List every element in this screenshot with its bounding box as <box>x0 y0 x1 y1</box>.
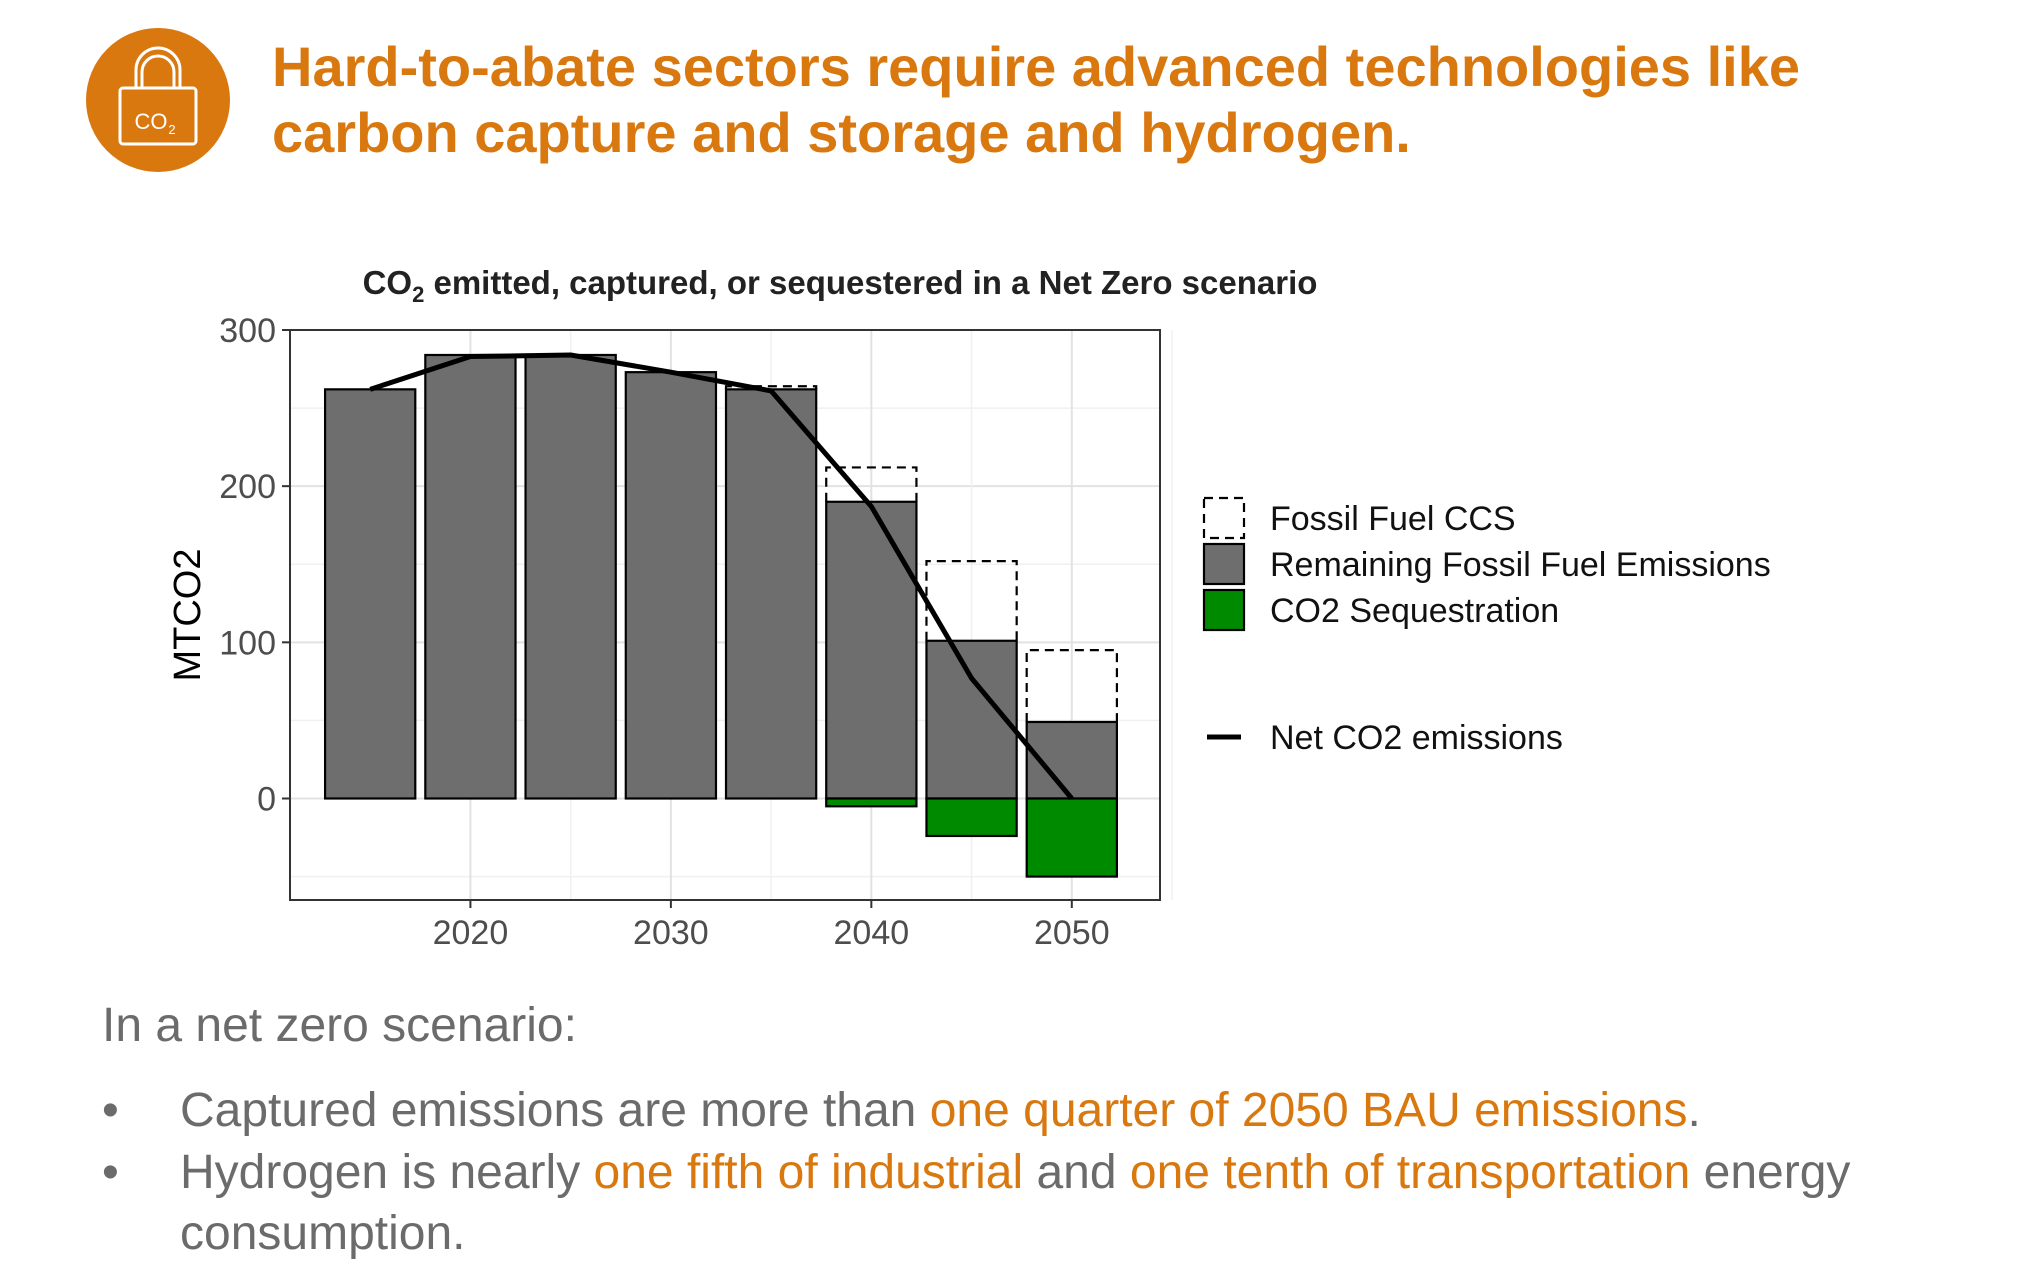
legend-label-net: Net CO2 emissions <box>1270 719 1563 757</box>
bar-remaining <box>323 388 417 800</box>
bullet2-text-line2: consumption. <box>180 1207 466 1260</box>
page-title: Hard-to-abate sectors require advanced t… <box>272 34 1992 166</box>
bar-remaining <box>724 388 818 800</box>
bar-remaining <box>825 500 918 800</box>
lock-co2-icon <box>118 46 198 146</box>
bar-sequestration <box>925 797 1018 838</box>
bar-ccs <box>1025 649 1118 722</box>
chart-title: CO2 emitted, captured, or sequestered in… <box>363 264 1318 307</box>
chart-title-suffix: emitted, captured, or sequestered in a N… <box>424 264 1317 301</box>
bullet1-text-part2: . <box>1687 1084 1701 1137</box>
page-title-line-2: carbon capture and storage and hydrogen. <box>272 101 1411 164</box>
legend-label-remaining: Remaining Fossil Fuel Emissions <box>1270 546 1771 584</box>
badge-co2-subscript: 2 <box>168 122 175 137</box>
x-tick-label: 2030 <box>633 914 709 952</box>
legend-swatch-remaining <box>1202 542 1246 586</box>
legend-label-sequestration: CO2 Sequestration <box>1270 592 1559 630</box>
y-tick-label: 0 <box>257 780 276 818</box>
bullet2-text-part1: Hydrogen is nearly <box>180 1146 594 1199</box>
bar-sequestration <box>1025 797 1119 878</box>
bar-ccs <box>925 560 1018 641</box>
chart-title-prefix: CO <box>363 264 413 301</box>
badge-co2-label: CO <box>135 109 168 134</box>
plot-border <box>289 329 1161 901</box>
x-tick-label: 2040 <box>834 914 910 952</box>
bullet2-highlight-2: one tenth of transportation <box>1129 1146 1691 1199</box>
y-tick-label: 100 <box>219 624 276 662</box>
co2-lock-badge: CO 2 <box>86 28 230 172</box>
plot-area: 300 200 100 0 2020 2030 2040 2050 <box>219 312 1173 952</box>
bar-remaining <box>424 353 517 800</box>
bar-sequestration <box>825 797 918 808</box>
bullet2-highlight-1: one fifth of industrial <box>593 1146 1024 1199</box>
legend: Fossil Fuel CCS Remaining Fossil Fuel Emi… <box>1202 496 1771 757</box>
net-emissions-line <box>369 352 1074 801</box>
bar-ccs <box>825 466 918 502</box>
intro-text: In a net zero scenario: <box>102 999 577 1052</box>
legend-swatch-sequestration <box>1202 588 1246 632</box>
bullet1-text-part1: Captured emissions are more than <box>180 1084 930 1137</box>
chart-title-subscript: 2 <box>412 282 424 307</box>
bar-remaining <box>524 353 617 800</box>
bullet-dot: • <box>102 1146 119 1199</box>
bullet-dot: • <box>102 1084 119 1137</box>
x-tick-label: 2020 <box>433 914 509 952</box>
bar-ccs <box>724 385 818 390</box>
bullet1-highlight: one quarter of 2050 BAU emissions <box>929 1084 1688 1137</box>
y-axis-label: MTCO2 <box>167 549 209 682</box>
y-tick-label: 200 <box>219 468 276 506</box>
bullet-text: Hydrogen is nearly one fifth of industri… <box>180 1142 2026 1264</box>
emissions-chart: CO2 emitted, captured, or sequestered in… <box>167 264 1771 952</box>
legend-label-ccs: Fossil Fuel CCS <box>1270 500 1516 538</box>
bullet2-text-part3: energy <box>1690 1146 1851 1199</box>
bar-remaining <box>925 639 1018 800</box>
page-title-line-1: Hard-to-abate sectors require advanced t… <box>272 35 1801 98</box>
legend-swatch-ccs <box>1202 496 1246 540</box>
bullet2-text-part2: and <box>1023 1146 1130 1199</box>
bar-remaining <box>624 371 718 800</box>
x-tick-label: 2050 <box>1034 914 1110 952</box>
bullet-text: Captured emissions are more than one qua… <box>180 1080 2026 1141</box>
y-tick-label: 300 <box>219 312 276 350</box>
